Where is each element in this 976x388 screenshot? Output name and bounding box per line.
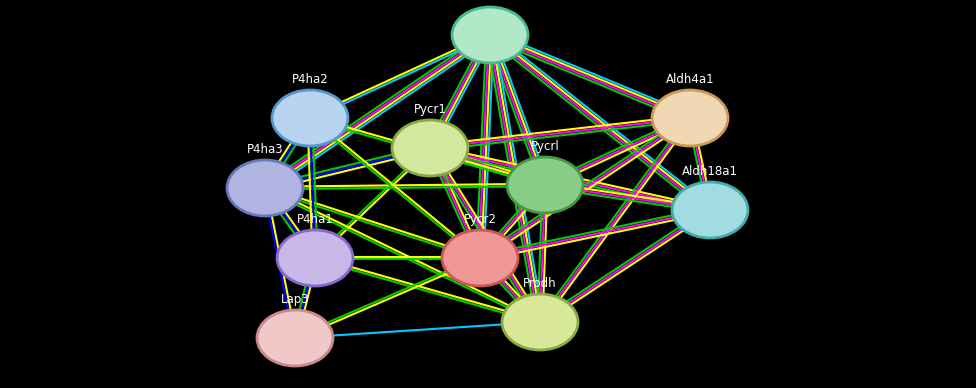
Text: Pycrl: Pycrl [531,140,559,153]
Text: Lap3: Lap3 [281,293,309,306]
Text: Pycr1: Pycr1 [414,103,446,116]
Ellipse shape [442,230,518,286]
Text: Aldh18a1: Aldh18a1 [682,165,738,178]
Text: Pycr2: Pycr2 [464,213,497,226]
Text: P4ha2: P4ha2 [292,73,328,86]
Ellipse shape [277,230,353,286]
Text: P4ha1: P4ha1 [297,213,334,226]
Ellipse shape [672,182,748,238]
Ellipse shape [502,294,578,350]
Ellipse shape [272,90,348,146]
Ellipse shape [227,160,303,216]
Text: Prodh: Prodh [523,277,557,290]
Text: P4ha3: P4ha3 [247,143,283,156]
Ellipse shape [452,7,528,63]
Ellipse shape [392,120,468,176]
Ellipse shape [257,310,333,366]
Text: Aldh4a1: Aldh4a1 [666,73,714,86]
Ellipse shape [507,157,583,213]
Ellipse shape [652,90,728,146]
Text: Prodh2: Prodh2 [469,0,510,3]
